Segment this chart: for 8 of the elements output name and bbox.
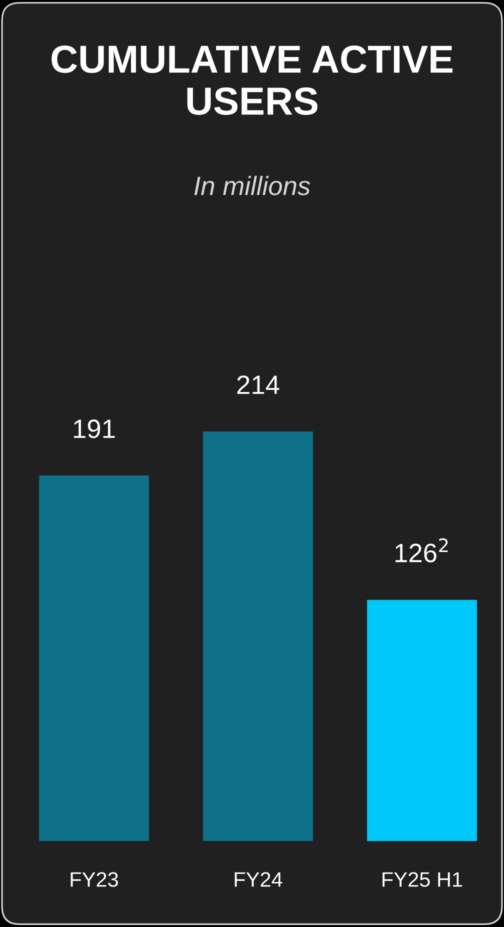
chart-title: CUMULATIVE ACTIVE USERS <box>52 46 452 115</box>
data-label: 191 <box>74 420 115 438</box>
x-tick-label: FY25 H1 <box>382 872 462 887</box>
x-tick-label: FY24 <box>234 872 282 887</box>
data-label: 214 <box>237 376 280 394</box>
chart-subtitle: In millions <box>194 176 310 196</box>
x-tick-label: FY23 <box>70 872 118 887</box>
data-label: 126$^{2}$ <box>396 538 448 562</box>
